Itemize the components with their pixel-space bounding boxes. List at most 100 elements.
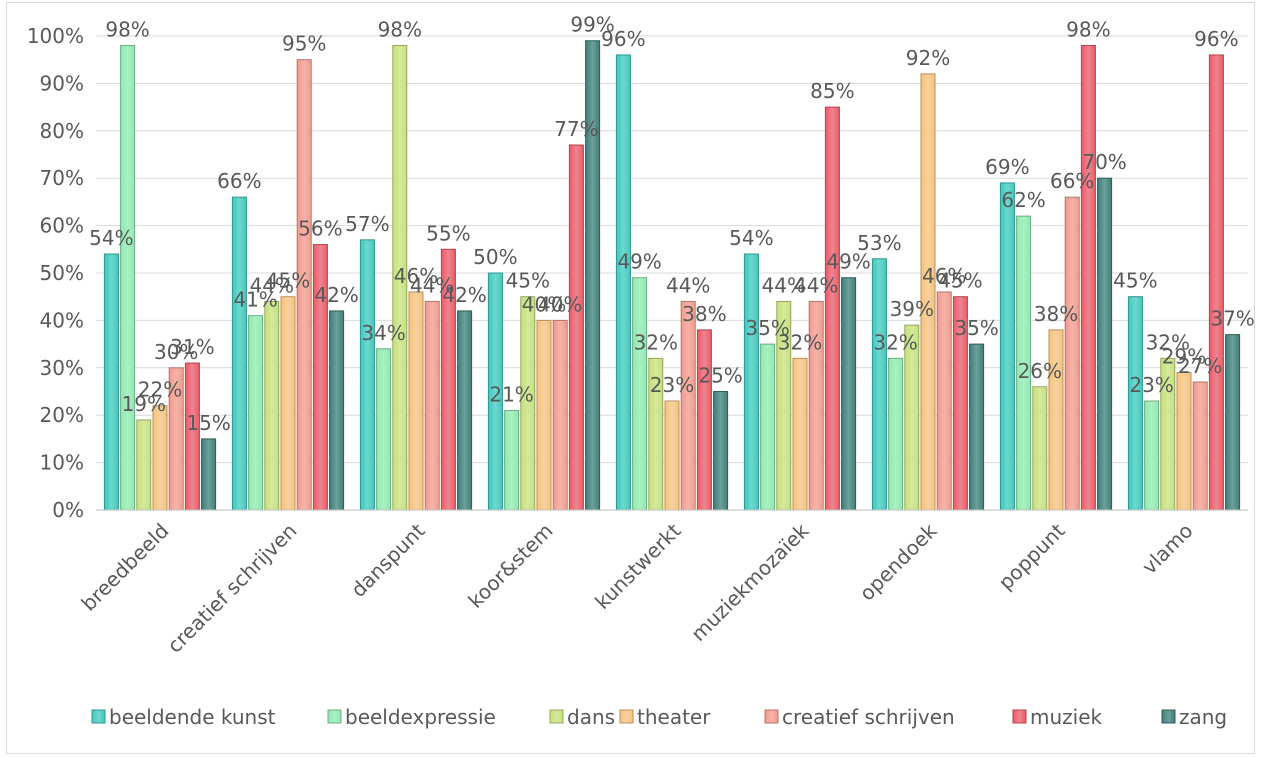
data-label: 45% (1113, 269, 1157, 293)
y-tick-label: 90% (40, 71, 84, 95)
legend-label: creatief schrijven (782, 705, 955, 729)
bar (201, 438, 217, 511)
bar (552, 319, 568, 511)
legend-label: dans (567, 705, 615, 729)
data-label: 32% (1146, 330, 1190, 354)
legend-label: beeldende kunst (109, 705, 276, 729)
data-label: 32% (634, 330, 678, 354)
data-label: 38% (1034, 302, 1078, 326)
bar (999, 182, 1015, 511)
bar (969, 343, 985, 511)
bar (680, 300, 696, 511)
bar (1176, 372, 1192, 511)
data-label: 98% (378, 17, 422, 41)
y-tick-label: 0% (52, 498, 84, 522)
data-label: 98% (1066, 17, 1110, 41)
data-label: 23% (650, 373, 694, 397)
y-axis-tick-labels: 0% 10% 20% 30% 40% 50% 60% 70% 80% 90% 100% (27, 24, 84, 522)
bar (103, 253, 119, 511)
bar (280, 296, 296, 511)
x-category-label: vlamo (1137, 519, 1197, 579)
data-label: 21% (489, 382, 533, 406)
data-label: 50% (473, 245, 517, 269)
bar (615, 54, 631, 511)
bar (841, 277, 857, 511)
bar (136, 419, 152, 511)
data-label: 92% (906, 46, 950, 70)
data-label: 46% (394, 264, 438, 288)
data-label: 55% (426, 221, 470, 245)
bar (1225, 334, 1241, 511)
data-label: 40% (538, 292, 582, 316)
data-label: 49% (826, 250, 870, 274)
bar (408, 291, 424, 511)
data-label: 96% (601, 27, 645, 51)
data-label: 44% (666, 273, 710, 297)
data-label: 37% (1210, 307, 1254, 331)
x-category-label: creatief schrijven (162, 519, 301, 658)
data-label: 27% (1178, 354, 1222, 378)
data-label: 66% (217, 169, 261, 193)
bar (329, 310, 345, 511)
data-label: 41% (233, 288, 277, 312)
data-label: 77% (554, 117, 598, 141)
bar (713, 391, 729, 511)
data-label: 56% (298, 217, 342, 241)
y-tick-label: 60% (40, 214, 84, 238)
data-label: 54% (729, 226, 773, 250)
bar (424, 300, 440, 511)
bar (1080, 44, 1096, 511)
bar (824, 106, 840, 511)
bars (103, 40, 1241, 511)
data-label: 66% (1050, 169, 1094, 193)
legend-label: theater (637, 705, 711, 729)
data-label: 19% (122, 392, 166, 416)
bar (248, 315, 264, 511)
data-label: 85% (810, 79, 854, 103)
data-label: 25% (698, 364, 742, 388)
data-label: 42% (314, 283, 358, 307)
y-tick-label: 80% (40, 119, 84, 143)
bar (376, 348, 392, 511)
x-category-label: breedbeeld (76, 519, 173, 616)
bar (632, 277, 648, 511)
bar (457, 310, 473, 511)
data-labels: 54%98%19%22%30%31%15%66%41%44%45%95%56%4… (89, 13, 1255, 435)
data-label: 32% (778, 330, 822, 354)
data-label: 26% (1018, 359, 1062, 383)
bar (871, 258, 887, 511)
bar (152, 405, 168, 511)
bar (504, 409, 520, 511)
y-tick-label: 50% (40, 261, 84, 285)
data-label: 45% (266, 269, 310, 293)
bar (920, 73, 936, 511)
data-label: 32% (873, 330, 917, 354)
data-label: 49% (617, 250, 661, 274)
x-category-label: muziekmozaïek (686, 518, 814, 646)
data-label: 96% (1194, 27, 1238, 51)
data-label: 69% (985, 155, 1029, 179)
bar (760, 343, 776, 511)
data-label: 29% (1162, 345, 1206, 369)
legend-label: zang (1179, 705, 1227, 729)
data-label: 39% (890, 297, 934, 321)
data-label: 31% (170, 335, 214, 359)
x-category-label: danspunt (346, 518, 430, 602)
x-category-label: opendoek (855, 518, 942, 605)
bar (568, 144, 584, 511)
bar (1144, 400, 1160, 511)
legend-swatch (1161, 709, 1176, 724)
legend-swatch (549, 709, 564, 724)
data-label: 38% (682, 302, 726, 326)
legend-swatch (619, 709, 634, 724)
y-tick-label: 20% (40, 403, 84, 427)
data-label: 98% (105, 17, 149, 41)
bar (792, 357, 808, 511)
data-label: 54% (89, 226, 133, 250)
data-label: 34% (361, 321, 405, 345)
data-label: 62% (1001, 188, 1045, 212)
data-label: 30% (154, 340, 198, 364)
legend-swatch (1012, 709, 1027, 724)
data-label: 44% (410, 273, 454, 297)
data-label: 44% (794, 273, 838, 297)
